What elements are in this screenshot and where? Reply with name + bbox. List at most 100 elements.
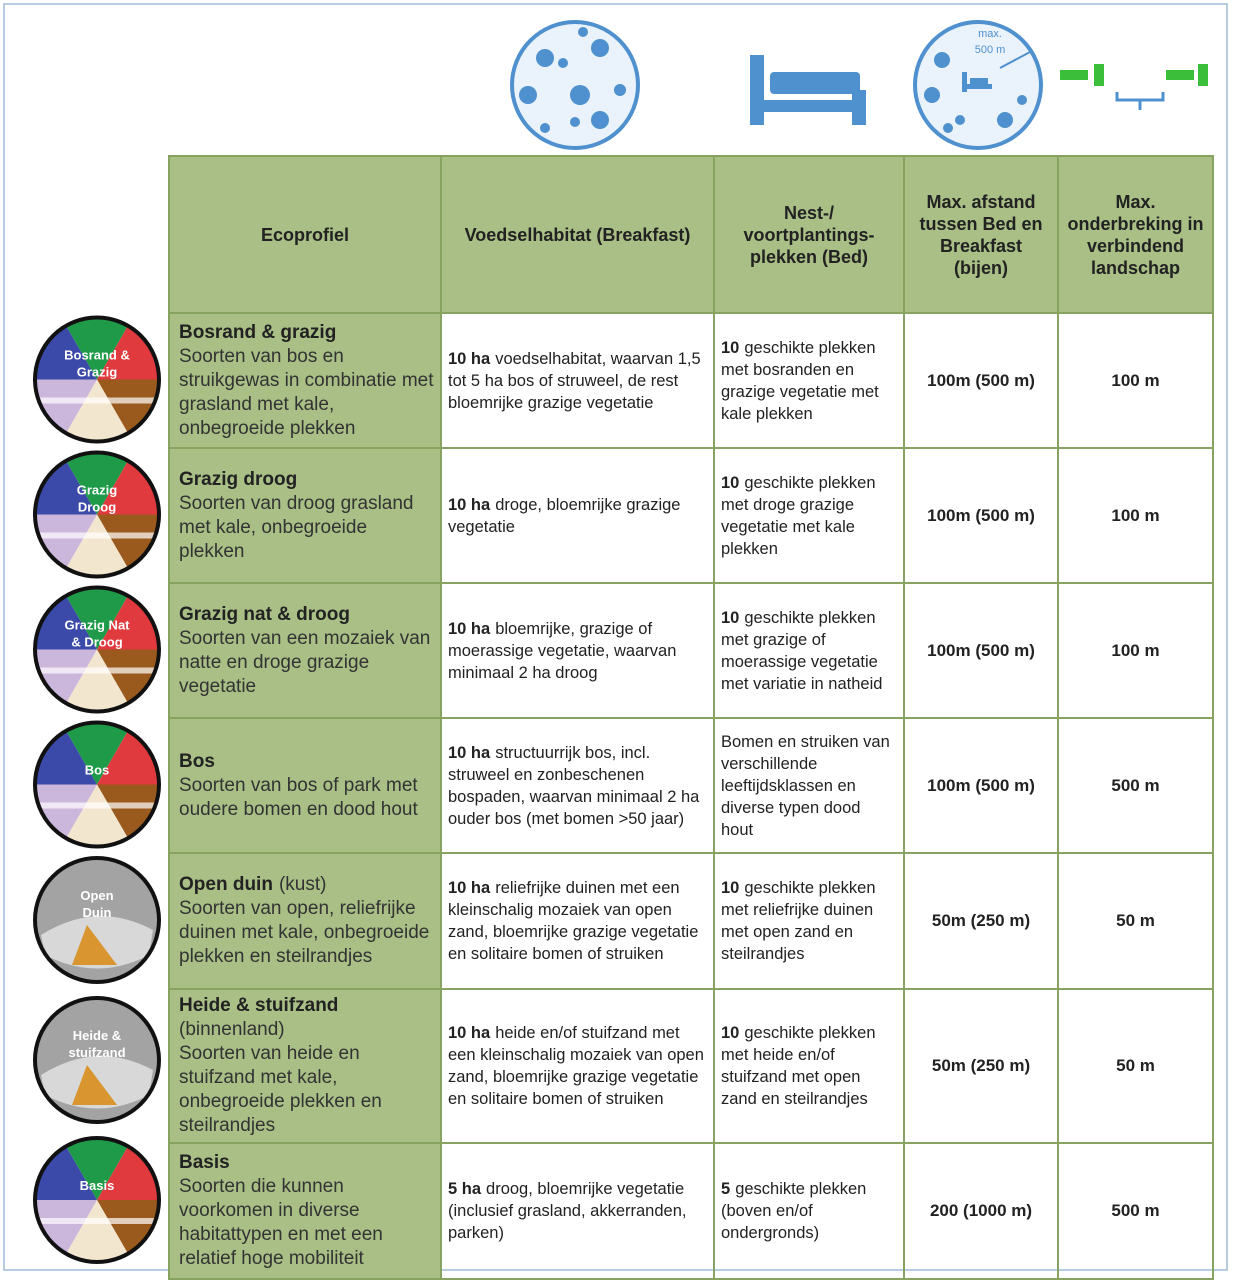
badge-label: Bos [85, 763, 110, 778]
cell-text: geschikte plekken met droge grazige vege… [721, 473, 876, 558]
breakfast-cell: 10 ha bloemrijke, grazige of moerassige v… [440, 582, 715, 719]
badge-wedge [66, 379, 128, 442]
cell-text: droge, bloemrijke grazige vegetatie [448, 495, 681, 536]
column-header: Max. afstand tussen Bed en Breakfast (bi… [903, 155, 1059, 314]
distance-cell: 50m (250 m) [903, 988, 1059, 1144]
ecoprofile-table: Ecoprofiel Voedselhabitat (Breakfast) Nest… [168, 155, 1214, 1280]
profile-name: Bos [179, 750, 215, 772]
cell-text: bloemrijke, grazige of moerassige vegeta… [448, 619, 677, 682]
bed-cell: Bomen en struiken van verschillende leef… [713, 717, 905, 854]
badge-label-line: stuifzand [68, 1045, 125, 1060]
bold-amount: 5 [721, 1180, 731, 1198]
bold-amount: 10 ha [448, 495, 491, 514]
distance-cell: 100m (500 m) [903, 312, 1059, 449]
badge: Bos [33, 720, 161, 849]
bold-amount: 10 [721, 473, 740, 492]
badge-border [33, 450, 161, 579]
badge: Bosrand & Grazig [33, 315, 161, 444]
badge-border [33, 996, 161, 1124]
profile-description: Soorten van bos en struikgewas in combin… [179, 345, 434, 439]
bold-amount: 10 ha [448, 743, 491, 762]
header-icons: max. 500 m [510, 20, 1208, 150]
gap-cell: 50 m [1057, 988, 1214, 1144]
badge-border [33, 585, 161, 714]
bold-amount: 10 ha [448, 619, 491, 638]
breakfast-cell: 10 ha heide en/of stuifzand met een klein… [440, 988, 715, 1144]
distance-cell: 200 (1000 m) [903, 1142, 1059, 1280]
profile-name: Heide & stuifzand [179, 995, 339, 1016]
profile-name: Grazig nat & droog [179, 603, 350, 625]
bed-cell: 10 geschikte plekken met heide en/of stui… [713, 988, 905, 1144]
bed-cell: 10 geschikte plekken met grazige of moera… [713, 582, 905, 719]
gap-cell: 50 m [1057, 852, 1214, 990]
profile-note: (kust) [278, 874, 327, 895]
profile-description: Soorten van heide en stuifzand met kale,… [179, 1043, 382, 1136]
bold-amount: 5 ha [448, 1180, 482, 1198]
profile-name: Grazig droog [179, 468, 298, 490]
profile-row: Basis Soorten die kunnen voorkomen in div… [168, 1142, 1214, 1280]
cell-text: geschikte plekken met heide en/of stuifz… [721, 1024, 876, 1108]
profile-name: Basis [179, 1152, 230, 1173]
bed-cell: 10 geschikte plekken met reliefrijke duin… [713, 852, 905, 990]
badge: Open Duin [33, 856, 161, 984]
badge-label: Grazig Droog [77, 483, 118, 515]
gap-cell: 100 m [1057, 312, 1214, 449]
badge: Grazig Droog [33, 450, 161, 579]
bed-icon [750, 55, 866, 125]
breakfast-cell: 10 ha voedselhabitat, waarvan 1,5 tot 5 h… [440, 312, 715, 449]
profile-row: Heide & stuifzand (binnenland) Soorten van… [168, 988, 1214, 1144]
cell-text: geschikte plekken (boven en/of ondergron… [721, 1180, 867, 1242]
profile-row: Open duin (kust) Soorten van open, reliefr… [168, 852, 1214, 990]
cell-text: geschikte plekken met bosranden en grazi… [721, 338, 879, 423]
cell-text: reliefrijke duinen met een kleinschalig … [448, 879, 699, 963]
badge-label-line: Heide & [73, 1028, 121, 1043]
badge-border [33, 856, 161, 984]
badge-wedge [66, 784, 128, 847]
bed-cell: 10 geschikte plekken met droge grazige ve… [713, 447, 905, 584]
header-row: Ecoprofiel Voedselhabitat (Breakfast) Nest… [168, 155, 1214, 314]
gap-cell: 500 m [1057, 1142, 1214, 1280]
bold-amount: 10 [721, 879, 740, 897]
bed-cell: 5 geschikte plekken (boven en/of ondergro… [713, 1142, 905, 1280]
badge-label-line: Grazig Nat [64, 618, 130, 633]
ecoprofile-cell: Heide & stuifzand (binnenland) Soorten van… [168, 988, 442, 1144]
badge-label: Bosrand & Grazig [64, 348, 130, 380]
badge-label-line: Droog [78, 500, 116, 515]
ecoprofile-cell: Grazig nat & droog Soorten van een mozaie… [168, 582, 442, 719]
profile-row: Bos Soorten van bos of park met oudere bo… [168, 717, 1214, 854]
breakfast-cell: 10 ha structuurrijk bos, incl. struweel e… [440, 717, 715, 854]
badge-border [33, 315, 161, 444]
badge-label: Heide & stuifzand [68, 1028, 125, 1060]
profile-description: Soorten van droog grasland met kale, onb… [179, 492, 414, 562]
badge-border [33, 720, 161, 849]
bold-amount: 10 ha [448, 879, 491, 897]
profile-row: Grazig droog Soorten van droog grasland m… [168, 447, 1214, 584]
profile-description: Soorten van open, reliefrijke duinen met… [179, 898, 430, 967]
badge-border [33, 1136, 161, 1264]
badges: Bosrand & Grazig Grazig Droog Grazig Nat & Dr… [33, 315, 161, 1264]
badge-wedge [66, 649, 128, 712]
badge-wedge [66, 452, 128, 515]
ecoprofile-cell: Bosrand & grazig Soorten van bos en strui… [168, 312, 442, 449]
badge-wedge [66, 317, 128, 380]
badge-label: Open Duin [80, 888, 113, 920]
ecoprofile-cell: Basis Soorten die kunnen voorkomen in div… [168, 1142, 442, 1280]
badge-label-line: Open [80, 888, 113, 903]
profile-row: Grazig nat & droog Soorten van een mozaie… [168, 582, 1214, 719]
cell-text: droog, bloemrijke vegetatie (inclusief g… [448, 1180, 687, 1242]
badge-ground [39, 397, 155, 404]
badge-label: Basis [80, 1178, 115, 1193]
badge-wedge [66, 587, 128, 650]
distance-cell: 50m (250 m) [903, 852, 1059, 990]
badge-label-line: & Droog [71, 635, 122, 650]
gap-cell: 100 m [1057, 582, 1214, 719]
badge-ground [39, 802, 155, 809]
gap-icon [1060, 64, 1208, 110]
badge-ground [39, 532, 155, 539]
badge-ground [39, 667, 155, 674]
profile-note: (binnenland) [179, 1019, 285, 1040]
badge-label: Grazig Nat & Droog [64, 618, 130, 650]
cell-text: structuurrijk bos, incl. struweel en zon… [448, 743, 700, 828]
gap-cell: 500 m [1057, 717, 1214, 854]
distance-cell: 100m (500 m) [903, 717, 1059, 854]
